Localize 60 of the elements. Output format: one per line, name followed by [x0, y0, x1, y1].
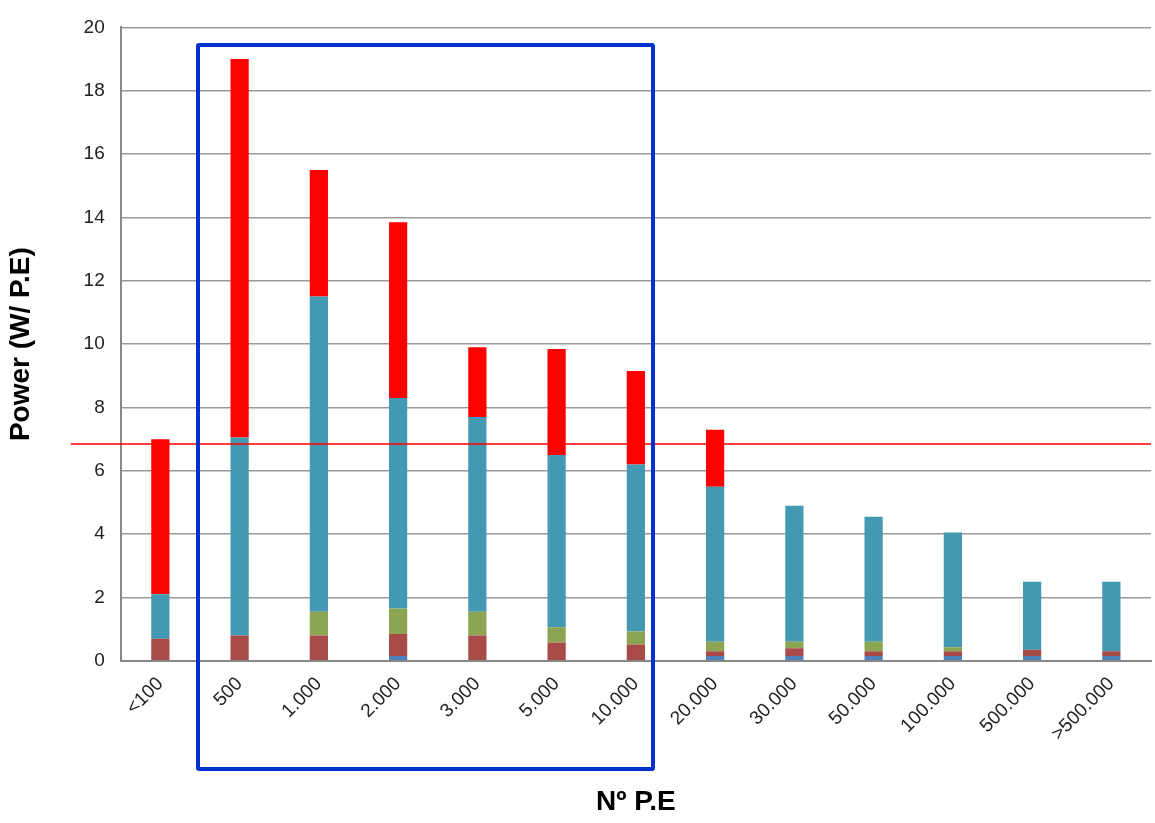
bar — [468, 347, 487, 417]
bar — [706, 641, 725, 652]
y-tick-label: 18 — [83, 78, 105, 100]
y-tick-label: 20 — [83, 15, 105, 37]
y-tick-label: 4 — [94, 522, 106, 544]
bar — [1023, 581, 1042, 650]
bar — [785, 505, 804, 642]
y-tick-label: 6 — [94, 459, 105, 481]
y-tick-label: 14 — [83, 205, 106, 227]
bar — [864, 516, 883, 642]
x-axis-title: Nº P.E — [595, 784, 676, 816]
bar — [309, 635, 328, 661]
bar — [230, 437, 249, 636]
bar — [389, 633, 408, 657]
bar — [864, 641, 883, 652]
y-tick-label: 8 — [94, 395, 105, 417]
bar — [943, 532, 962, 648]
x-tick-label: 500 — [208, 672, 247, 710]
bar — [785, 648, 804, 657]
bar — [309, 611, 328, 636]
bar — [706, 486, 725, 642]
bar — [547, 642, 566, 661]
y-tick-label: 12 — [83, 269, 105, 291]
bar — [1023, 649, 1042, 657]
bar — [943, 647, 962, 652]
bar — [230, 635, 249, 661]
bar — [1102, 656, 1121, 661]
y-tick-label: 10 — [83, 332, 105, 354]
bar — [389, 656, 408, 661]
bar — [785, 656, 804, 661]
bar — [309, 296, 328, 612]
bar — [547, 454, 566, 628]
bar — [706, 656, 725, 661]
bar — [1102, 651, 1121, 657]
bar — [706, 651, 725, 657]
bar — [389, 397, 408, 609]
bar — [864, 656, 883, 661]
bar — [626, 644, 645, 661]
bar — [626, 464, 645, 632]
bar — [389, 222, 408, 398]
y-tick-label: 16 — [83, 142, 105, 164]
bar — [309, 169, 328, 297]
bar — [151, 638, 170, 661]
bar — [468, 611, 487, 636]
y-tick-label: 2 — [94, 585, 105, 607]
bar — [626, 631, 645, 645]
bar — [230, 59, 249, 438]
bar — [943, 656, 962, 661]
bar — [864, 651, 883, 657]
bar — [547, 627, 566, 643]
bar — [1023, 656, 1042, 661]
bar — [151, 594, 170, 639]
y-tick-label: 0 — [94, 649, 105, 671]
bar — [468, 635, 487, 661]
bar — [389, 608, 408, 634]
bar — [943, 651, 962, 657]
bar — [785, 641, 804, 649]
y-axis-title: Power (W/ P.E) — [3, 247, 35, 442]
bar — [468, 416, 487, 612]
bar — [1102, 581, 1121, 652]
